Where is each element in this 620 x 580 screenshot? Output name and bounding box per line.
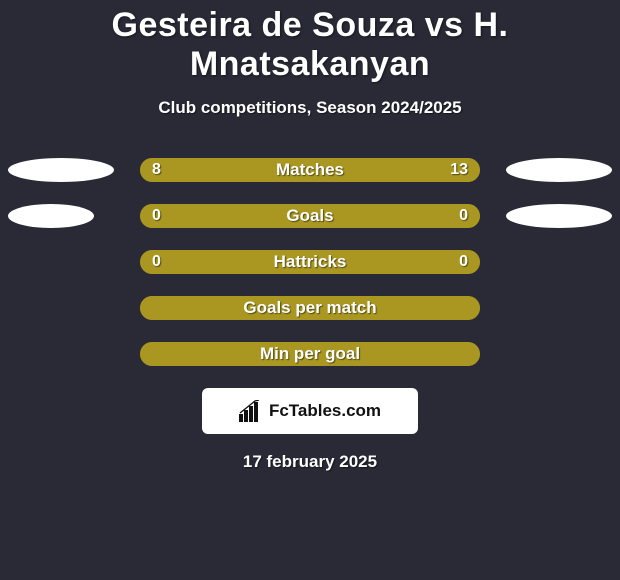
stat-rows: 8 13 Matches 0 0 Goals 0 0 Hattricks Goals per ma… (0, 158, 620, 366)
page-title: Gesteira de Souza vs H. Mnatsakanyan (0, 6, 620, 84)
stat-bar: 8 13 Matches (140, 158, 480, 182)
stat-label: Matches (276, 160, 344, 180)
stat-label: Min per goal (260, 344, 360, 364)
stat-row: 0 0 Hattricks (0, 250, 620, 274)
right-value: 0 (459, 253, 468, 271)
brand-text: FcTables.com (269, 401, 381, 421)
stat-label: Goals (286, 206, 333, 226)
stat-row: Min per goal (0, 342, 620, 366)
date-text: 17 february 2025 (0, 452, 620, 472)
comparison-infographic: Gesteira de Souza vs H. Mnatsakanyan Clu… (0, 0, 620, 472)
left-value: 8 (152, 161, 161, 179)
bar-fill-left (140, 204, 310, 228)
stat-row: Goals per match (0, 296, 620, 320)
right-ellipse (506, 158, 612, 182)
stat-row: 8 13 Matches (0, 158, 620, 182)
subtitle: Club competitions, Season 2024/2025 (0, 98, 620, 118)
right-value: 13 (450, 161, 468, 179)
stat-bar: Goals per match (140, 296, 480, 320)
stat-bar: 0 0 Goals (140, 204, 480, 228)
stat-label: Goals per match (243, 298, 376, 318)
right-ellipse (506, 204, 612, 228)
left-value: 0 (152, 207, 161, 225)
left-ellipse (8, 204, 94, 228)
left-ellipse (8, 158, 114, 182)
left-value: 0 (152, 253, 161, 271)
bars-icon (239, 400, 263, 422)
stat-row: 0 0 Goals (0, 204, 620, 228)
bar-fill-right (310, 204, 480, 228)
stat-bar: Min per goal (140, 342, 480, 366)
stat-label: Hattricks (274, 252, 347, 272)
right-value: 0 (459, 207, 468, 225)
stat-bar: 0 0 Hattricks (140, 250, 480, 274)
brand-card: FcTables.com (202, 388, 418, 434)
